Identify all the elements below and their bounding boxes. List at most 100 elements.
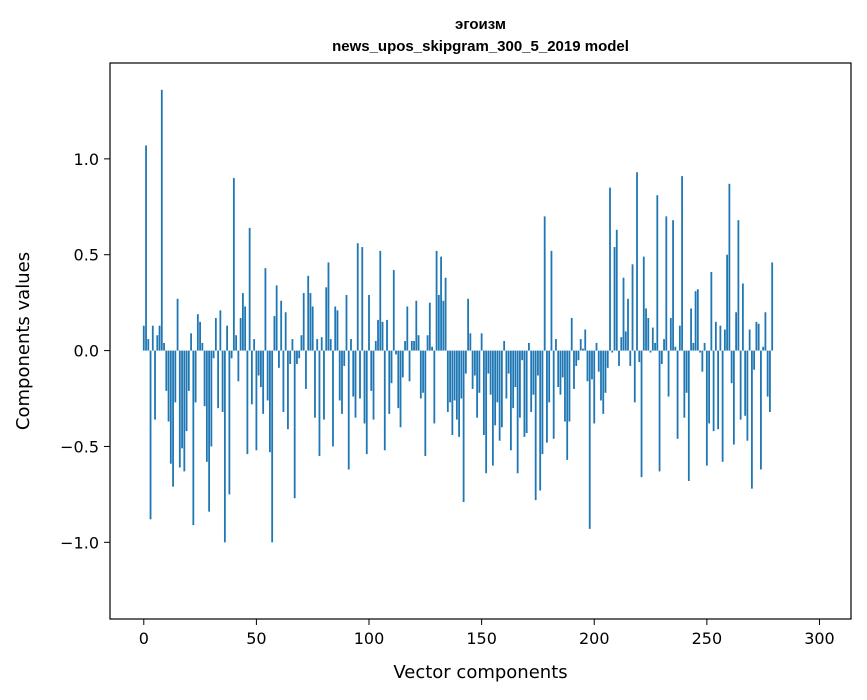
bar	[316, 339, 319, 351]
bar	[165, 350, 168, 391]
bar	[723, 329, 726, 351]
bar	[269, 350, 271, 453]
bar	[365, 350, 368, 455]
y-tick-label: −0.5	[60, 437, 99, 456]
bar	[636, 172, 638, 351]
bar	[287, 350, 289, 430]
bar	[487, 350, 490, 374]
bar	[627, 298, 629, 351]
bar	[356, 243, 359, 351]
bar	[368, 294, 370, 351]
bar	[505, 350, 508, 399]
bar	[555, 339, 557, 351]
bar	[482, 350, 485, 435]
bar	[235, 335, 238, 351]
bar	[334, 306, 337, 351]
x-tick-label: 200	[579, 629, 610, 648]
x-tick-label: 250	[692, 629, 723, 648]
bar	[284, 312, 287, 351]
bar	[154, 350, 156, 420]
bar	[408, 350, 411, 382]
bar	[708, 350, 711, 424]
bar	[214, 317, 217, 351]
bar	[248, 227, 251, 351]
bar	[595, 342, 598, 351]
bar	[228, 350, 231, 495]
bar	[649, 350, 652, 353]
bar	[480, 333, 483, 351]
bar	[158, 325, 161, 351]
bar	[397, 350, 400, 409]
bar	[395, 350, 397, 355]
bar	[203, 350, 206, 407]
bar	[510, 350, 512, 451]
bar	[298, 350, 301, 359]
bar	[196, 314, 199, 351]
bar	[629, 350, 632, 366]
bar	[386, 319, 388, 351]
bar	[687, 350, 690, 481]
bar	[696, 289, 699, 351]
bar	[534, 350, 537, 501]
bar	[178, 350, 181, 468]
bar	[169, 350, 172, 464]
bar	[244, 306, 247, 351]
bar	[611, 350, 614, 353]
bar	[302, 293, 305, 351]
bar	[568, 350, 571, 422]
bar	[638, 350, 641, 363]
bar	[273, 316, 276, 351]
bar	[591, 350, 593, 380]
bar	[343, 350, 346, 366]
bar	[147, 339, 150, 351]
bar	[541, 350, 544, 455]
bar	[573, 350, 575, 389]
x-axis-ticks: 0 50 100 150 200 250 300	[139, 619, 835, 648]
bar	[514, 350, 517, 388]
bar	[163, 342, 165, 351]
bar	[417, 335, 420, 351]
bar	[647, 317, 650, 351]
bar	[566, 350, 569, 460]
bar	[404, 341, 406, 351]
bar	[726, 254, 729, 351]
bar	[473, 350, 476, 376]
bar	[530, 350, 533, 412]
bar	[712, 350, 715, 432]
x-tick-label: 50	[246, 629, 266, 648]
bar	[737, 220, 740, 351]
bar	[305, 350, 307, 389]
bar	[212, 350, 215, 359]
plot-frame	[109, 62, 852, 620]
bar	[539, 350, 542, 491]
y-tick-label: 0.5	[74, 246, 99, 265]
bar	[546, 350, 548, 443]
bar	[426, 335, 429, 351]
bar	[370, 350, 373, 391]
bar	[230, 350, 233, 359]
bar	[379, 250, 382, 351]
bar	[597, 350, 600, 372]
bar	[332, 350, 334, 447]
bar	[741, 283, 744, 351]
bar	[582, 348, 584, 351]
bar	[185, 350, 188, 432]
bar	[323, 350, 325, 420]
bar	[528, 342, 530, 351]
bar	[440, 256, 442, 351]
y-tick-label: −1.0	[60, 533, 99, 552]
bar	[435, 250, 438, 351]
bar	[503, 341, 506, 351]
bar	[606, 350, 609, 368]
bar	[519, 350, 521, 418]
bar	[507, 350, 510, 374]
bar	[307, 275, 310, 351]
bar	[640, 350, 643, 478]
bar	[239, 317, 242, 351]
bar	[710, 271, 713, 351]
bar	[717, 350, 720, 430]
bar	[289, 350, 292, 365]
bar	[455, 350, 458, 420]
bar	[205, 350, 208, 462]
bar	[410, 341, 413, 351]
